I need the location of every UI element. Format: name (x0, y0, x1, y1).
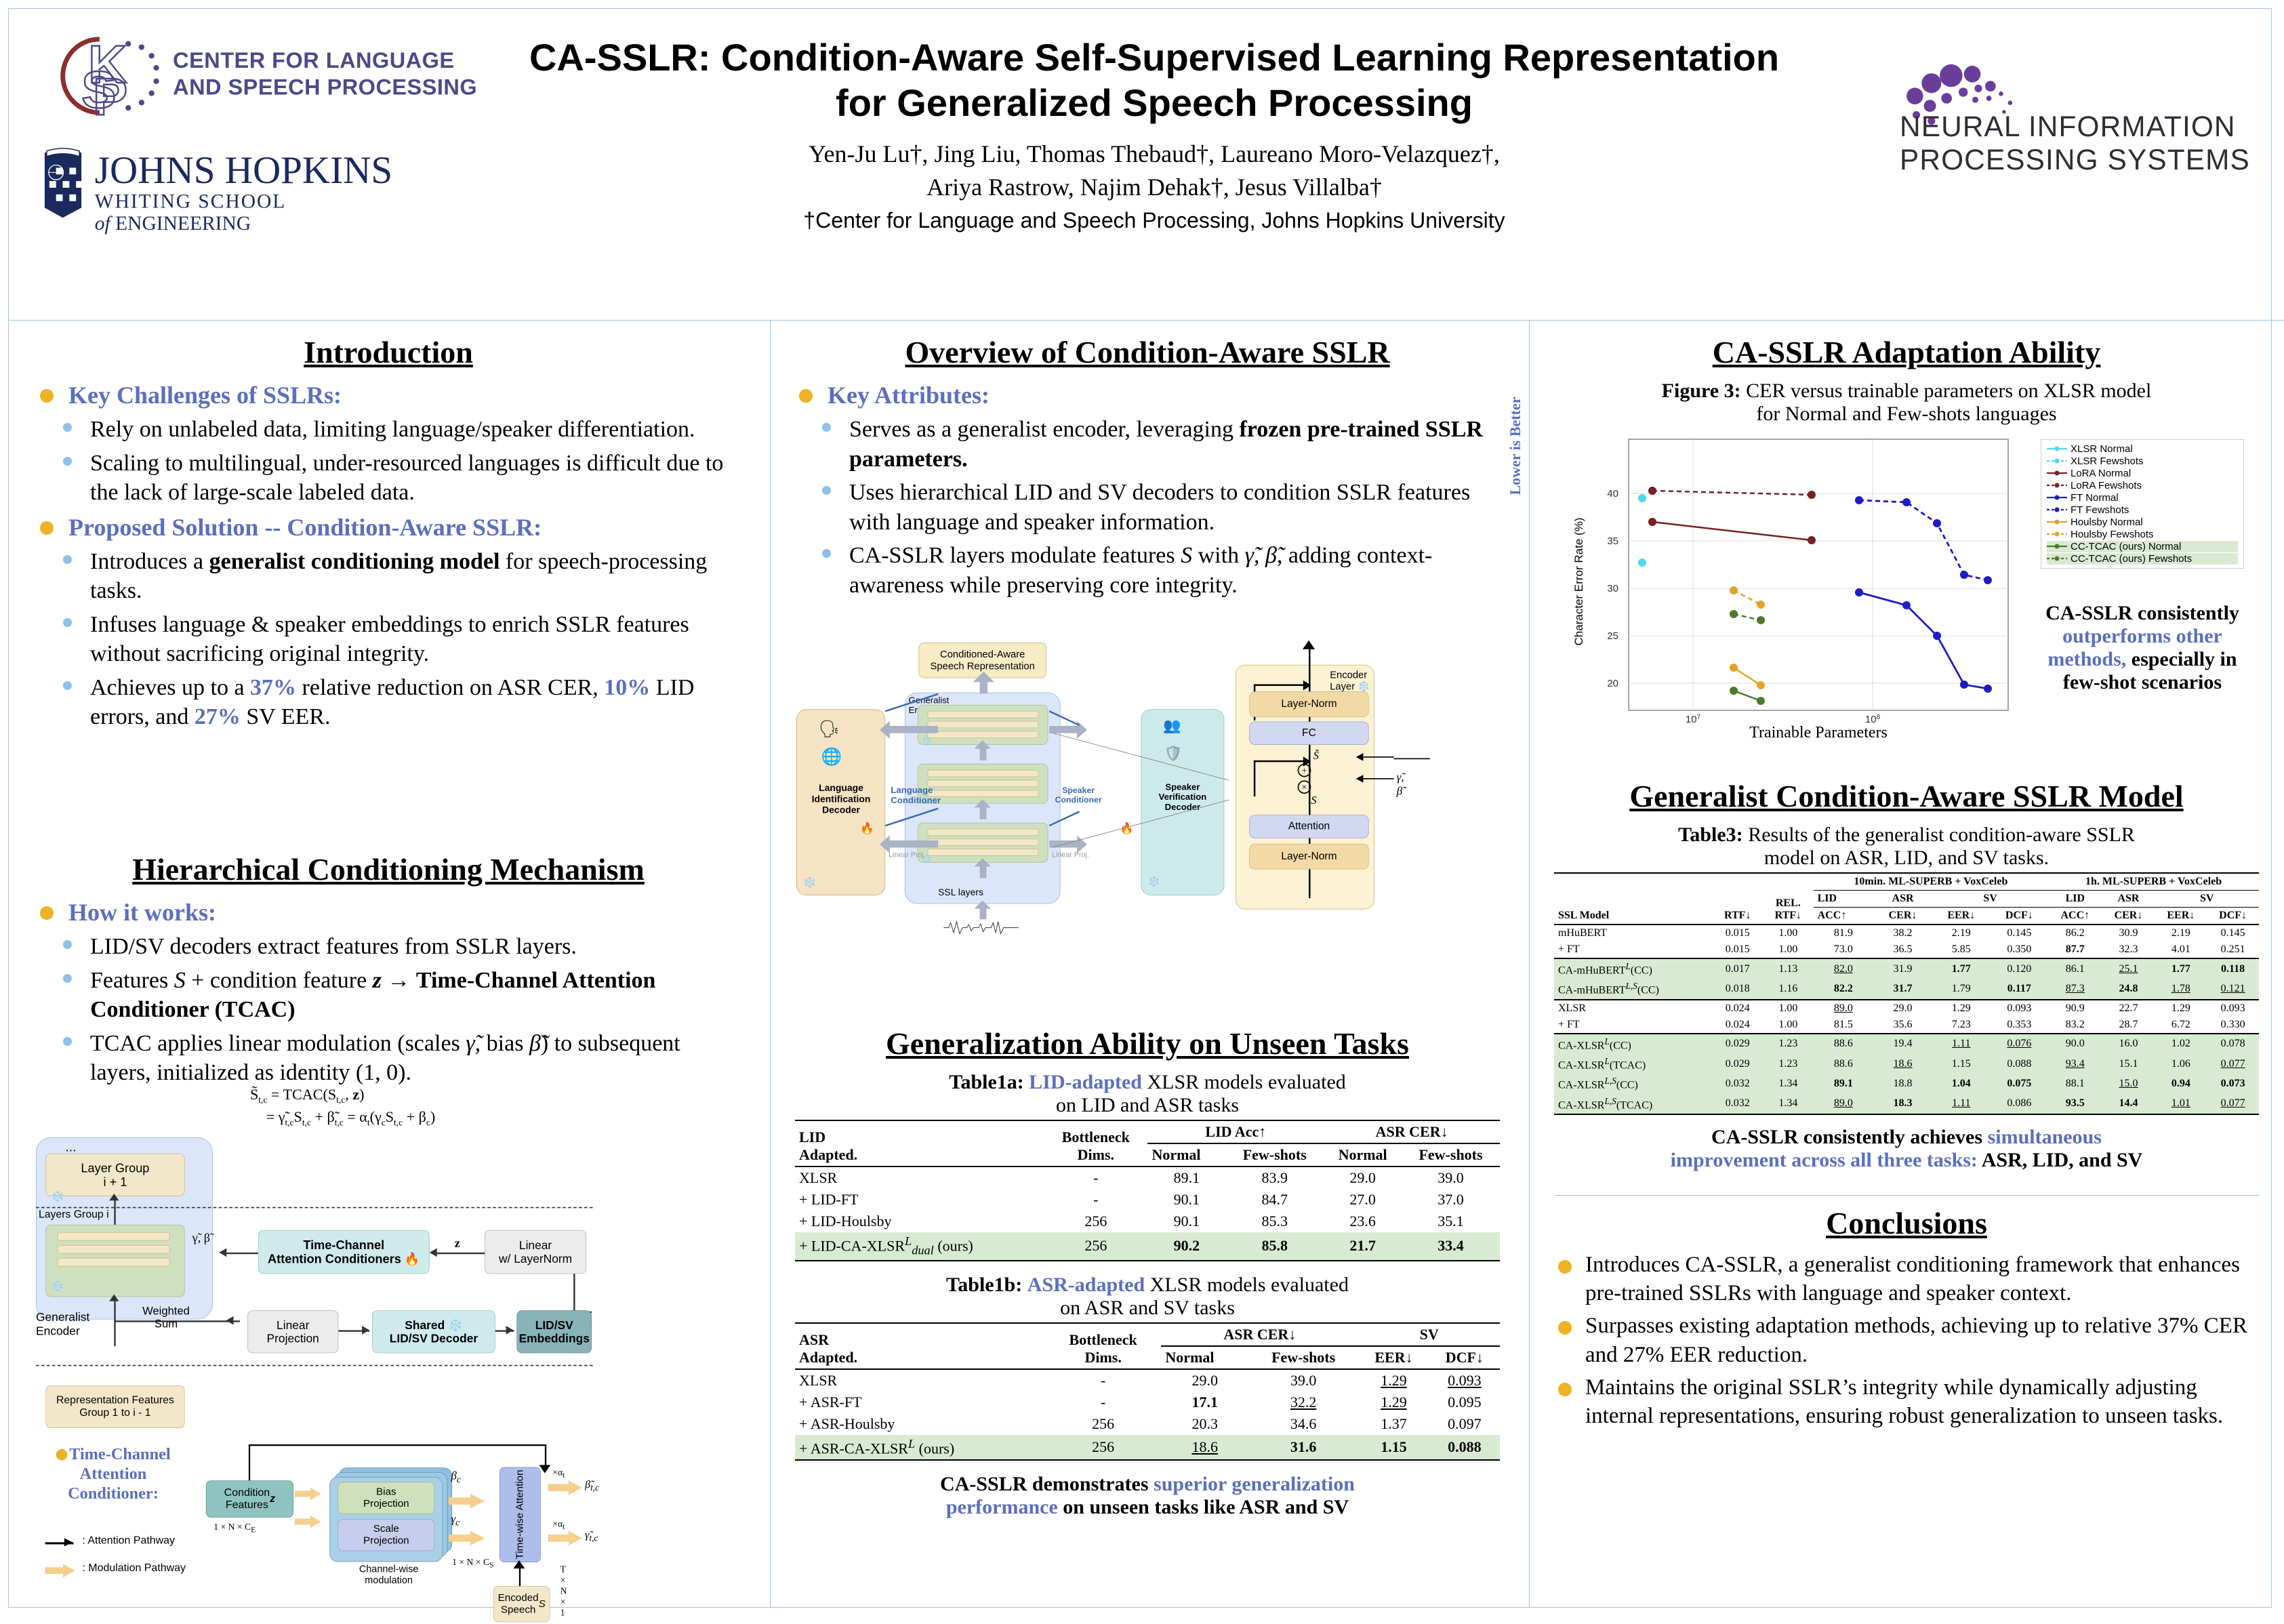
svg-text:of ENGINEERING: of ENGINEERING (95, 213, 251, 235)
svg-text:NEURAL INFORMATION: NEURAL INFORMATION (1900, 110, 2236, 142)
svg-text:CENTER FOR LANGUAGE: CENTER FOR LANGUAGE (173, 48, 454, 73)
svg-text:40: 40 (1607, 488, 1618, 500)
svg-text:20: 20 (1607, 678, 1618, 689)
svg-text:Trainable Parameters: Trainable Parameters (1749, 724, 1888, 742)
svg-text:107: 107 (1686, 714, 1701, 726)
svg-text:25: 25 (1607, 630, 1618, 642)
svg-text:JOHNS HOPKINS: JOHNS HOPKINS (95, 149, 392, 192)
svg-text:PROCESSING SYSTEMS: PROCESSING SYSTEMS (1900, 144, 2250, 176)
svg-text:WHITING SCHOOL: WHITING SCHOOL (95, 191, 287, 213)
svg-text:AND SPEECH PROCESSING: AND SPEECH PROCESSING (173, 75, 477, 99)
svg-text:35: 35 (1607, 535, 1618, 547)
svg-text:Character Error Rate (%): Character Error Rate (%) (1572, 518, 1585, 646)
svg-text:P: P (93, 68, 127, 123)
svg-text:30: 30 (1607, 583, 1618, 594)
